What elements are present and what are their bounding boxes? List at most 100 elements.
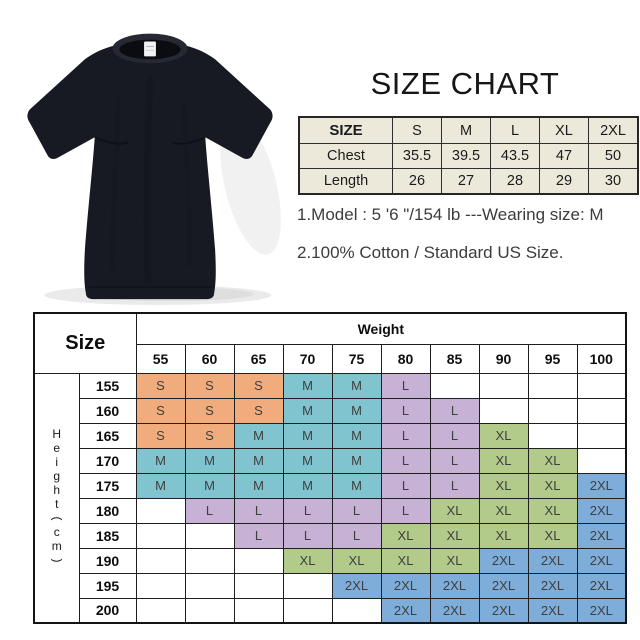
measure-label: Chest [298, 143, 393, 169]
height-axis-char: c [53, 525, 60, 540]
height-row-header: 155 [78, 372, 137, 399]
fit-cell: L [233, 522, 284, 549]
fit-cell-empty [135, 572, 186, 599]
fit-cell-empty [576, 397, 627, 424]
fit-cell: L [429, 472, 480, 499]
height-row-header: 180 [78, 497, 137, 524]
height-axis-char: m [51, 539, 62, 554]
fit-cell: L [282, 522, 333, 549]
fit-cell-empty [233, 597, 284, 624]
size-col-header: M [441, 116, 491, 144]
fit-cell: XL [331, 547, 382, 574]
height-axis-char: ( [50, 516, 65, 521]
fit-cell: S [135, 372, 186, 399]
fit-cell: XL [282, 547, 333, 574]
fit-cell-empty [135, 547, 186, 574]
fit-cell: S [184, 372, 235, 399]
weight-col-header: 55 [135, 343, 186, 374]
fit-cell-empty [135, 497, 186, 524]
fit-cell: 2XL [527, 572, 578, 599]
height-row-header: 200 [78, 597, 137, 624]
fit-cell-empty [478, 372, 529, 399]
fit-cell: 2XL [478, 547, 529, 574]
measure-value: 27 [441, 168, 491, 195]
fabric-fold-left [110, 96, 121, 270]
left-underarm-seam [94, 136, 129, 145]
fit-cell: S [135, 397, 186, 424]
fit-cell-empty [233, 572, 284, 599]
height-row-header: 195 [78, 572, 137, 599]
fit-cell: S [233, 372, 284, 399]
tshirt-body [27, 45, 273, 300]
fit-cell: 2XL [429, 572, 480, 599]
fit-cell: L [380, 497, 431, 524]
height-axis-char: H [52, 427, 62, 442]
fit-cell: XL [527, 497, 578, 524]
fit-cell: 2XL [576, 522, 627, 549]
fit-cell: 2XL [527, 547, 578, 574]
fit-cell-empty [527, 422, 578, 449]
fit-cell: M [135, 472, 186, 499]
fit-cell: M [184, 472, 235, 499]
fit-cell: 2XL [576, 547, 627, 574]
fit-cell: XL [527, 472, 578, 499]
fit-cell: M [331, 372, 382, 399]
fit-cell: L [429, 447, 480, 474]
weight-col-header: 75 [331, 343, 382, 374]
height-axis-char: e [53, 441, 61, 456]
fit-cell: XL [429, 522, 480, 549]
weight-col-header: 90 [478, 343, 529, 374]
fit-cell: 2XL [527, 597, 578, 624]
fit-cell: 2XL [576, 597, 627, 624]
fit-cell-empty [184, 522, 235, 549]
neck-tag [144, 41, 156, 57]
fit-cell: 2XL [429, 597, 480, 624]
height-row-header: 160 [78, 397, 137, 424]
fit-cell: L [380, 422, 431, 449]
height-axis-char: g [53, 469, 61, 484]
fit-cell: 2XL [380, 597, 431, 624]
fit-cell: M [331, 447, 382, 474]
weight-group-label: Weight [135, 312, 627, 345]
height-row-header: 190 [78, 547, 137, 574]
fit-cell: L [380, 372, 431, 399]
fit-cell-empty [527, 372, 578, 399]
weight-col-header: 65 [233, 343, 284, 374]
note-model: 1.Model : 5 '6 "/154 lb ---Wearing size:… [297, 205, 604, 224]
fit-cell: XL [429, 497, 480, 524]
fit-cell: L [233, 497, 284, 524]
fit-cell-empty [576, 447, 627, 474]
fit-cell-empty [184, 597, 235, 624]
fit-cell: M [233, 422, 284, 449]
size-corner-label: Size [33, 312, 137, 374]
measure-value: 50 [588, 143, 639, 169]
fit-cell: L [380, 472, 431, 499]
right-underarm-seam [171, 136, 206, 145]
size-header-label: SIZE [298, 116, 393, 144]
fit-cell: L [380, 397, 431, 424]
fit-cell: XL [380, 522, 431, 549]
fabric-fold [143, 76, 154, 285]
fit-cell: XL [478, 447, 529, 474]
measure-value: 43.5 [490, 143, 540, 169]
size-chart-title: SIZE CHART [370, 66, 560, 101]
fit-cell: 2XL [380, 572, 431, 599]
fit-cell: M [282, 422, 333, 449]
fit-cell-empty [282, 572, 333, 599]
height-row-header: 165 [78, 422, 137, 449]
fit-cell-empty [576, 372, 627, 399]
fit-cell: L [380, 447, 431, 474]
fit-cell: M [282, 397, 333, 424]
fit-cell-empty [184, 572, 235, 599]
height-row-header: 170 [78, 447, 137, 474]
fit-cell: L [282, 497, 333, 524]
size-col-header: 2XL [588, 116, 639, 144]
fit-cell: XL [380, 547, 431, 574]
fit-cell: M [184, 447, 235, 474]
note-fabric: 2.100% Cotton / Standard US Size. [297, 243, 564, 262]
fit-cell: XL [527, 522, 578, 549]
fit-cell: 2XL [331, 572, 382, 599]
size-chart-table: SIZE S M L XL 2XL Chest 35.5 39.5 43.5 47 50 Length 2… [298, 116, 639, 195]
